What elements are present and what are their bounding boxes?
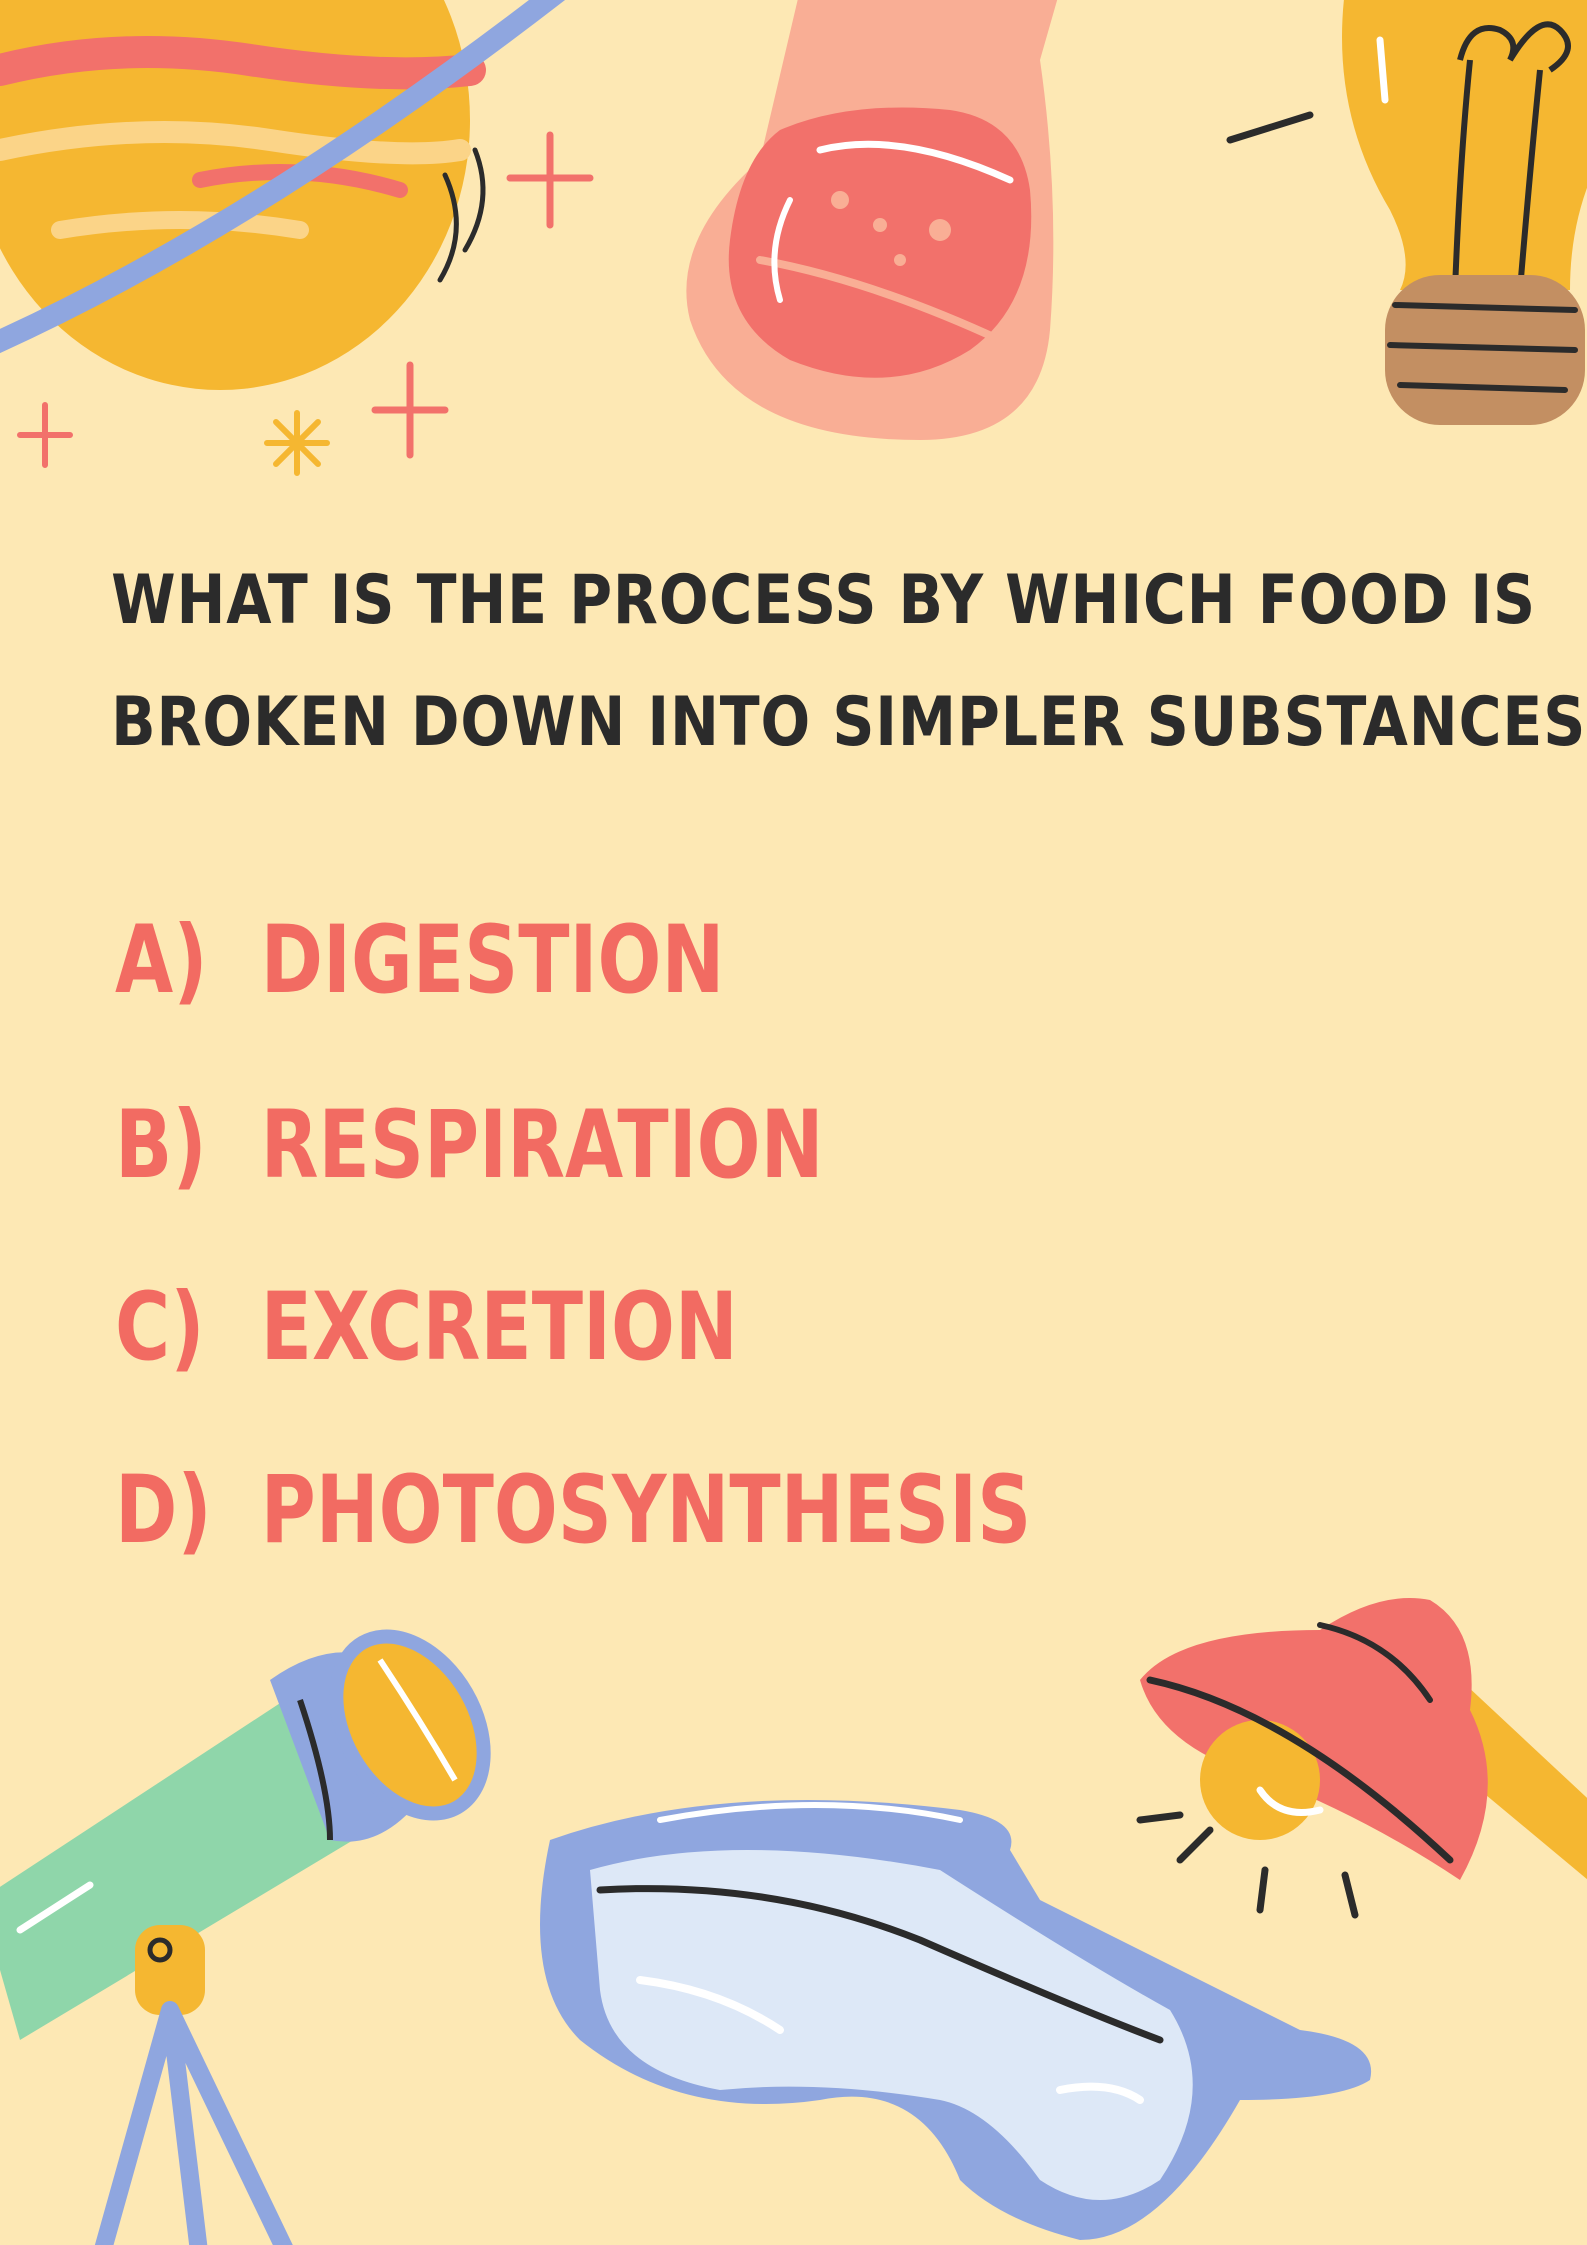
safety-goggles-icon (540, 1800, 1372, 2240)
sparkle-icon (371, 361, 449, 459)
option-c[interactable]: C) EXCRETION (115, 1272, 738, 1382)
option-b[interactable]: B) RESPIRATION (115, 1090, 824, 1200)
telescope-icon (0, 1629, 491, 2245)
option-letter: C) (115, 1272, 205, 1382)
question-line-1: WHAT IS THE PROCESS BY WHICH FOOD IS (111, 561, 1536, 640)
sparkle-icon (17, 402, 73, 468)
question-text: WHAT IS THE PROCESS BY WHICH FOOD IS BRO… (111, 540, 1587, 784)
sparkle-icon (264, 410, 330, 476)
sparkle-icon (506, 131, 594, 229)
option-label: DIGESTION (260, 905, 725, 1015)
light-bulb-icon (1226, 0, 1587, 425)
option-letter: A) (115, 905, 208, 1015)
option-a[interactable]: A) DIGESTION (115, 905, 724, 1015)
option-label: EXCRETION (260, 1272, 738, 1382)
question-line-2: BROKEN DOWN INTO SIMPLER SUBSTANCES? (111, 683, 1587, 762)
planet-icon (0, 0, 566, 390)
option-letter: D) (115, 1455, 212, 1565)
option-d[interactable]: D) PHOTOSYNTHESIS (115, 1455, 1031, 1565)
option-label: RESPIRATION (260, 1090, 824, 1200)
option-label: PHOTOSYNTHESIS (260, 1455, 1032, 1565)
lamp-icon (1136, 1598, 1587, 1919)
flask-icon (686, 0, 1058, 440)
option-letter: B) (115, 1090, 207, 1200)
